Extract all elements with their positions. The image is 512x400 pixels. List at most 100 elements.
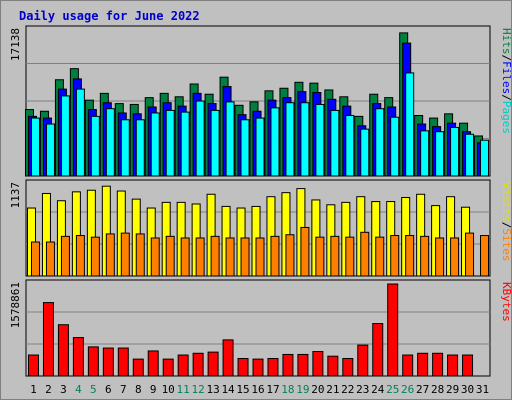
bar-pages-day-22 xyxy=(345,115,355,177)
bar-kbytes-day-19 xyxy=(297,353,309,377)
bar-kbytes-day-8 xyxy=(132,358,144,377)
axis-title-top: Hits/Files/Pages xyxy=(500,28,512,134)
bar-pages-day-21 xyxy=(330,109,340,177)
bar-kbytes-day-21 xyxy=(327,355,339,377)
bar-kbytes-day-11 xyxy=(177,354,189,377)
x-tick-label: 25 xyxy=(386,383,399,396)
x-tick-label: 22 xyxy=(341,383,354,396)
bar-pages-day-2 xyxy=(45,123,55,177)
legend-sites: Sites xyxy=(500,228,512,261)
bar-kbytes-day-9 xyxy=(147,350,159,377)
bar-pages-day-28 xyxy=(435,131,445,177)
x-tick-label: 13 xyxy=(206,383,219,396)
bar-kbytes-day-1 xyxy=(27,354,39,377)
bar-sites-day-18 xyxy=(285,234,295,277)
chart-title: Daily usage for June 2022 xyxy=(19,9,200,23)
bar-kbytes-day-12 xyxy=(192,352,204,377)
bar-pages-day-6 xyxy=(105,108,115,177)
bar-kbytes-day-25 xyxy=(387,283,399,377)
legend-files: Files xyxy=(500,61,512,94)
bar-sites-day-14 xyxy=(225,237,235,277)
bar-sites-day-1 xyxy=(30,241,40,277)
x-tick-label: 20 xyxy=(311,383,324,396)
bar-kbytes-day-18 xyxy=(282,353,294,377)
x-tick-label: 3 xyxy=(60,383,67,396)
bar-kbytes-day-24 xyxy=(372,323,384,377)
x-tick-label: 28 xyxy=(431,383,444,396)
axis-title-bottom: KBytes xyxy=(500,282,512,322)
x-tick-label: 1 xyxy=(30,383,37,396)
x-tick-label: 12 xyxy=(192,383,205,396)
bar-pages-day-14 xyxy=(225,101,235,177)
bar-sites-day-17 xyxy=(270,235,280,277)
x-tick-label: 24 xyxy=(371,383,385,396)
bar-sites-day-30 xyxy=(465,232,475,277)
x-tick-label: 31 xyxy=(476,383,489,396)
legend-separator: / xyxy=(500,222,512,229)
x-tick-label: 10 xyxy=(162,383,175,396)
bar-kbytes-day-26 xyxy=(402,354,414,377)
bar-pages-day-15 xyxy=(240,119,250,177)
bar-sites-day-9 xyxy=(150,237,160,277)
x-tick-label: 16 xyxy=(251,383,264,396)
bar-sites-day-27 xyxy=(420,235,430,277)
bar-pages-day-1 xyxy=(30,117,40,177)
x-tick-label: 19 xyxy=(296,383,309,396)
bar-sites-day-22 xyxy=(345,236,355,277)
bar-kbytes-day-5 xyxy=(87,346,99,377)
bar-pages-day-30 xyxy=(465,133,475,177)
x-tick-label: 29 xyxy=(446,383,459,396)
bar-kbytes-day-20 xyxy=(312,351,324,377)
x-tick-label: 27 xyxy=(416,383,429,396)
bar-kbytes-day-13 xyxy=(207,351,219,377)
y-max-label-top: 17138 xyxy=(9,28,22,61)
x-tick-label: 8 xyxy=(135,383,142,396)
bar-kbytes-day-16 xyxy=(252,358,264,377)
x-tick-label: 23 xyxy=(356,383,369,396)
x-tick-label: 21 xyxy=(326,383,339,396)
bar-sites-day-7 xyxy=(120,232,130,277)
bar-sites-day-5 xyxy=(90,236,100,277)
bar-sites-day-13 xyxy=(210,235,220,277)
x-tick-label: 26 xyxy=(401,383,414,396)
x-tick-label: 15 xyxy=(236,383,249,396)
x-tick-label: 4 xyxy=(75,383,82,396)
bar-kbytes-day-10 xyxy=(162,358,174,377)
bar-pages-day-17 xyxy=(270,107,280,177)
bar-sites-day-11 xyxy=(180,237,190,277)
bar-kbytes-day-30 xyxy=(462,354,474,377)
bar-pages-day-24 xyxy=(375,108,385,177)
bar-pages-day-27 xyxy=(420,130,430,177)
bar-kbytes-day-28 xyxy=(432,352,444,377)
legend-separator: / xyxy=(500,94,512,101)
bar-pages-day-9 xyxy=(150,112,160,177)
x-tick-label: 6 xyxy=(105,383,112,396)
bar-kbytes-day-27 xyxy=(417,352,429,377)
legend-kbytes: KBytes xyxy=(500,282,512,322)
x-tick-label: 30 xyxy=(461,383,474,396)
x-tick-label: 5 xyxy=(90,383,97,396)
bar-pages-day-23 xyxy=(360,128,370,177)
bar-sites-day-23 xyxy=(360,231,370,277)
legend-hits: Hits xyxy=(500,28,512,55)
bar-sites-day-12 xyxy=(195,237,205,277)
x-tick-label: 18 xyxy=(281,383,294,396)
bar-pages-day-16 xyxy=(255,117,265,177)
bar-sites-day-25 xyxy=(390,235,400,277)
bar-kbytes-day-3 xyxy=(57,324,69,377)
bar-sites-day-8 xyxy=(135,233,145,277)
x-tick-label: 17 xyxy=(266,383,279,396)
y-max-label-bottom: 1578861 xyxy=(9,282,22,328)
bar-pages-day-25 xyxy=(390,116,400,177)
bar-kbytes-day-4 xyxy=(72,337,84,377)
legend-pages: Pages xyxy=(500,101,512,134)
bar-pages-day-7 xyxy=(120,119,130,177)
bar-sites-day-29 xyxy=(450,237,460,277)
bar-sites-day-20 xyxy=(315,236,325,277)
bar-pages-day-18 xyxy=(285,102,295,177)
bar-pages-day-5 xyxy=(90,115,100,177)
bar-sites-day-2 xyxy=(45,241,55,277)
bar-kbytes-day-22 xyxy=(342,358,354,377)
x-tick-label: 2 xyxy=(45,383,52,396)
